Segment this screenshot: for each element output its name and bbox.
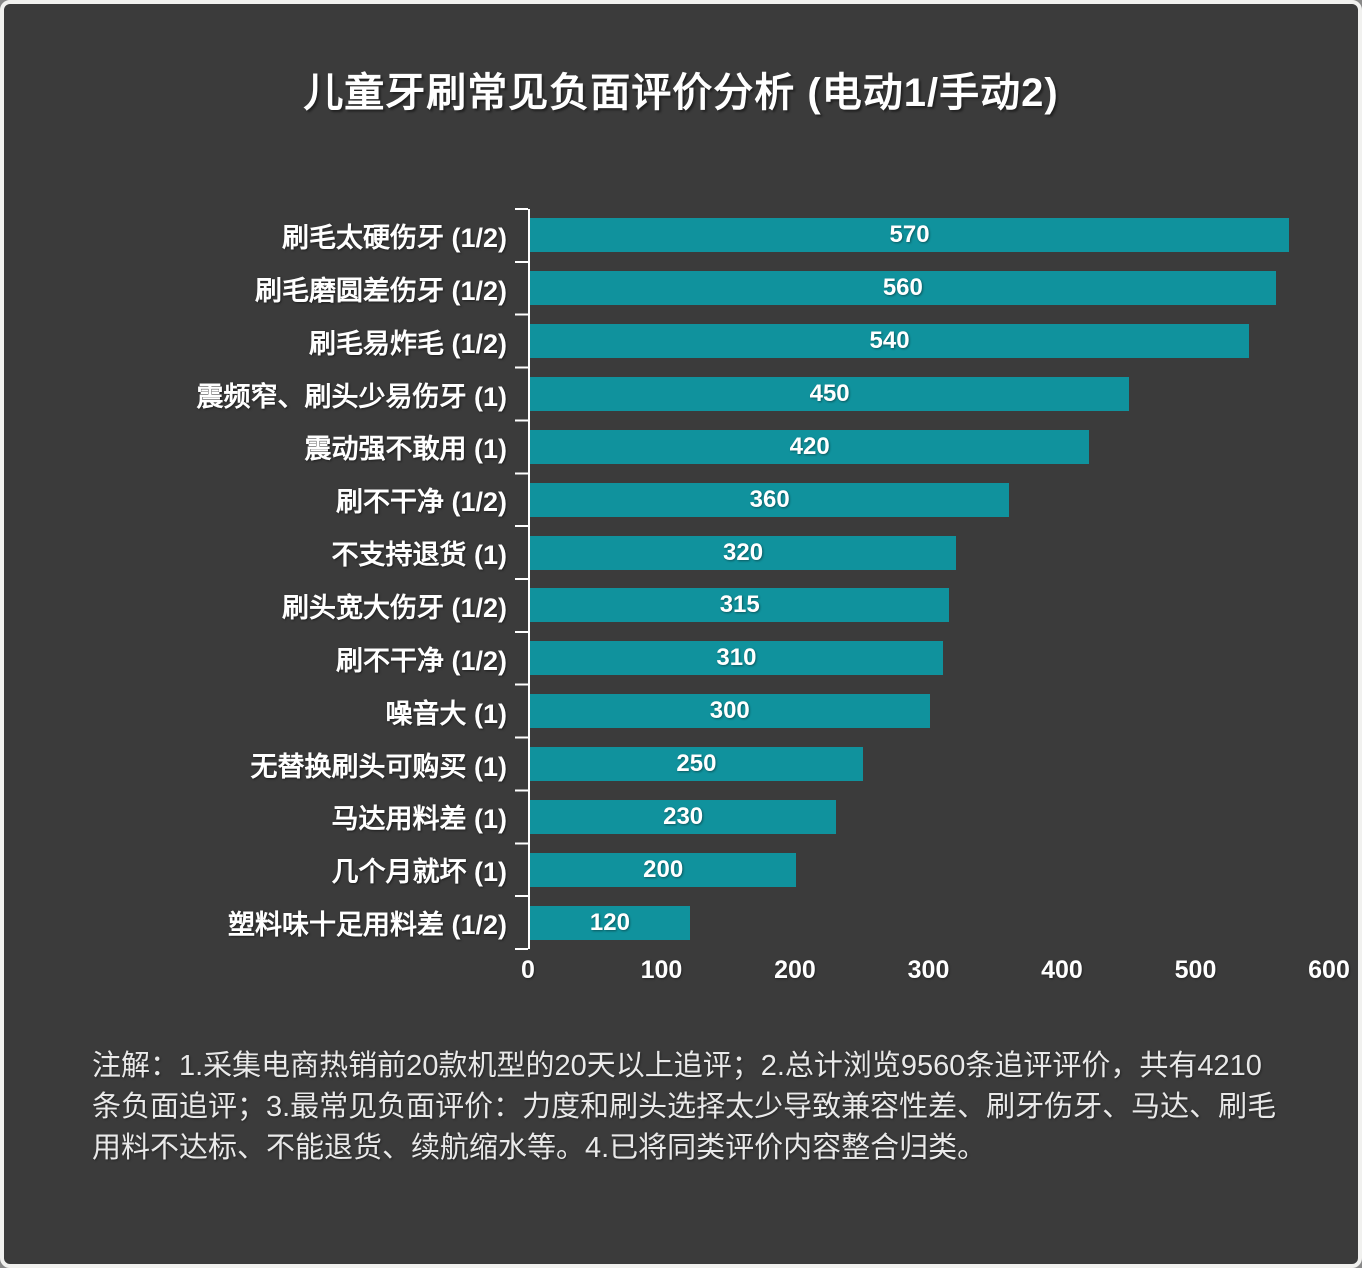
bar: 230 (530, 799, 837, 834)
bar: 300 (530, 694, 930, 729)
x-axis: 0 100 200 300 400 500 600 (521, 956, 1350, 992)
bar-row: 200 (530, 843, 1329, 896)
category-label: 几个月就坏 (1) (331, 857, 508, 888)
bar: 420 (530, 429, 1090, 464)
x-tick-label: 200 (774, 956, 816, 984)
category-label: 噪音大 (1) (385, 698, 508, 729)
category-label: 不支持退货 (1) (331, 540, 508, 571)
category-label: 震频窄、刷头少易伤牙 (1) (196, 381, 508, 412)
chart-title: 儿童牙刷常见负面评价分析 (电动1/手动2) (303, 71, 1059, 115)
category-label: 刷头宽大伤牙 (1/2) (281, 592, 507, 623)
bar-row: 315 (530, 579, 1329, 632)
bar-row: 420 (530, 420, 1329, 473)
x-tick-label: 0 (521, 956, 535, 984)
value-label: 570 (889, 221, 930, 249)
bar: 360 (530, 482, 1010, 517)
category-labels: 刷毛太硬伤牙 (1/2) 刷毛磨圆差伤牙 (1/2) 刷毛易炸毛 (1/2) 震频窄、… (4, 209, 508, 949)
bar: 315 (530, 588, 950, 623)
value-label: 560 (882, 274, 923, 302)
bar-row: 120 (530, 896, 1329, 949)
bar: 200 (530, 852, 797, 887)
value-label: 120 (589, 908, 630, 936)
bar-row: 300 (530, 685, 1329, 738)
x-tick-label: 400 (1041, 956, 1083, 984)
bar-chart: 刷毛太硬伤牙 (1/2) 刷毛磨圆差伤牙 (1/2) 刷毛易炸毛 (1/2) 震频窄、… (4, 208, 1358, 951)
bar-rows: 570 560 540 450 420 360 320 315 310 300 250 230 200 1… (528, 209, 1329, 949)
category-label: 无替换刷头可购买 (1) (250, 751, 508, 782)
x-tick-label: 300 (907, 956, 950, 984)
value-label: 310 (716, 644, 757, 672)
bar: 250 (530, 747, 863, 782)
bar: 310 (530, 641, 943, 676)
value-label: 360 (749, 485, 790, 513)
category-label: 刷毛太硬伤牙 (1/2) (281, 222, 507, 253)
x-tick-label: 500 (1174, 956, 1217, 984)
bar-row: 230 (530, 790, 1329, 843)
value-label: 230 (663, 802, 704, 830)
value-label: 420 (789, 432, 830, 460)
x-tick-label: 100 (640, 956, 683, 984)
value-label: 200 (643, 855, 684, 883)
value-label: 320 (723, 538, 764, 566)
bar-row: 570 (530, 209, 1329, 262)
x-tick-label: 600 (1308, 956, 1350, 984)
footnote: 注解：1.采集电商热销前20款机型的20天以上追评；2.总计浏览9560条追评评… (92, 1050, 1277, 1164)
category-label: 刷毛磨圆差伤牙 (1/2) (254, 275, 507, 306)
bar-row: 450 (530, 368, 1329, 421)
category-label: 刷不干净 (1/2) (335, 487, 507, 518)
bar-row: 560 (530, 262, 1329, 315)
bar-row: 250 (530, 738, 1329, 791)
category-axis-ticks (515, 208, 528, 951)
bar-row: 320 (530, 526, 1329, 579)
value-label: 300 (709, 697, 750, 725)
category-label: 马达用料差 (1) (331, 804, 508, 835)
bar-row: 310 (530, 632, 1329, 685)
bar: 560 (530, 271, 1276, 306)
bar: 570 (530, 218, 1290, 253)
bar: 450 (530, 377, 1130, 411)
bar: 320 (530, 535, 957, 570)
category-label: 刷不干净 (1/2) (335, 645, 507, 676)
bar: 540 (530, 324, 1250, 359)
bar-row: 540 (530, 315, 1329, 368)
category-label: 震动强不敢用 (1) (304, 434, 508, 465)
category-label: 塑料味十足用料差 (1/2) (227, 910, 507, 941)
value-label: 540 (869, 327, 910, 355)
value-label: 250 (676, 750, 717, 778)
value-label: 450 (809, 380, 850, 407)
value-label: 315 (719, 591, 760, 619)
category-label: 刷毛易炸毛 (1/2) (308, 328, 507, 359)
bar: 120 (530, 905, 690, 940)
bar-row: 360 (530, 473, 1329, 526)
